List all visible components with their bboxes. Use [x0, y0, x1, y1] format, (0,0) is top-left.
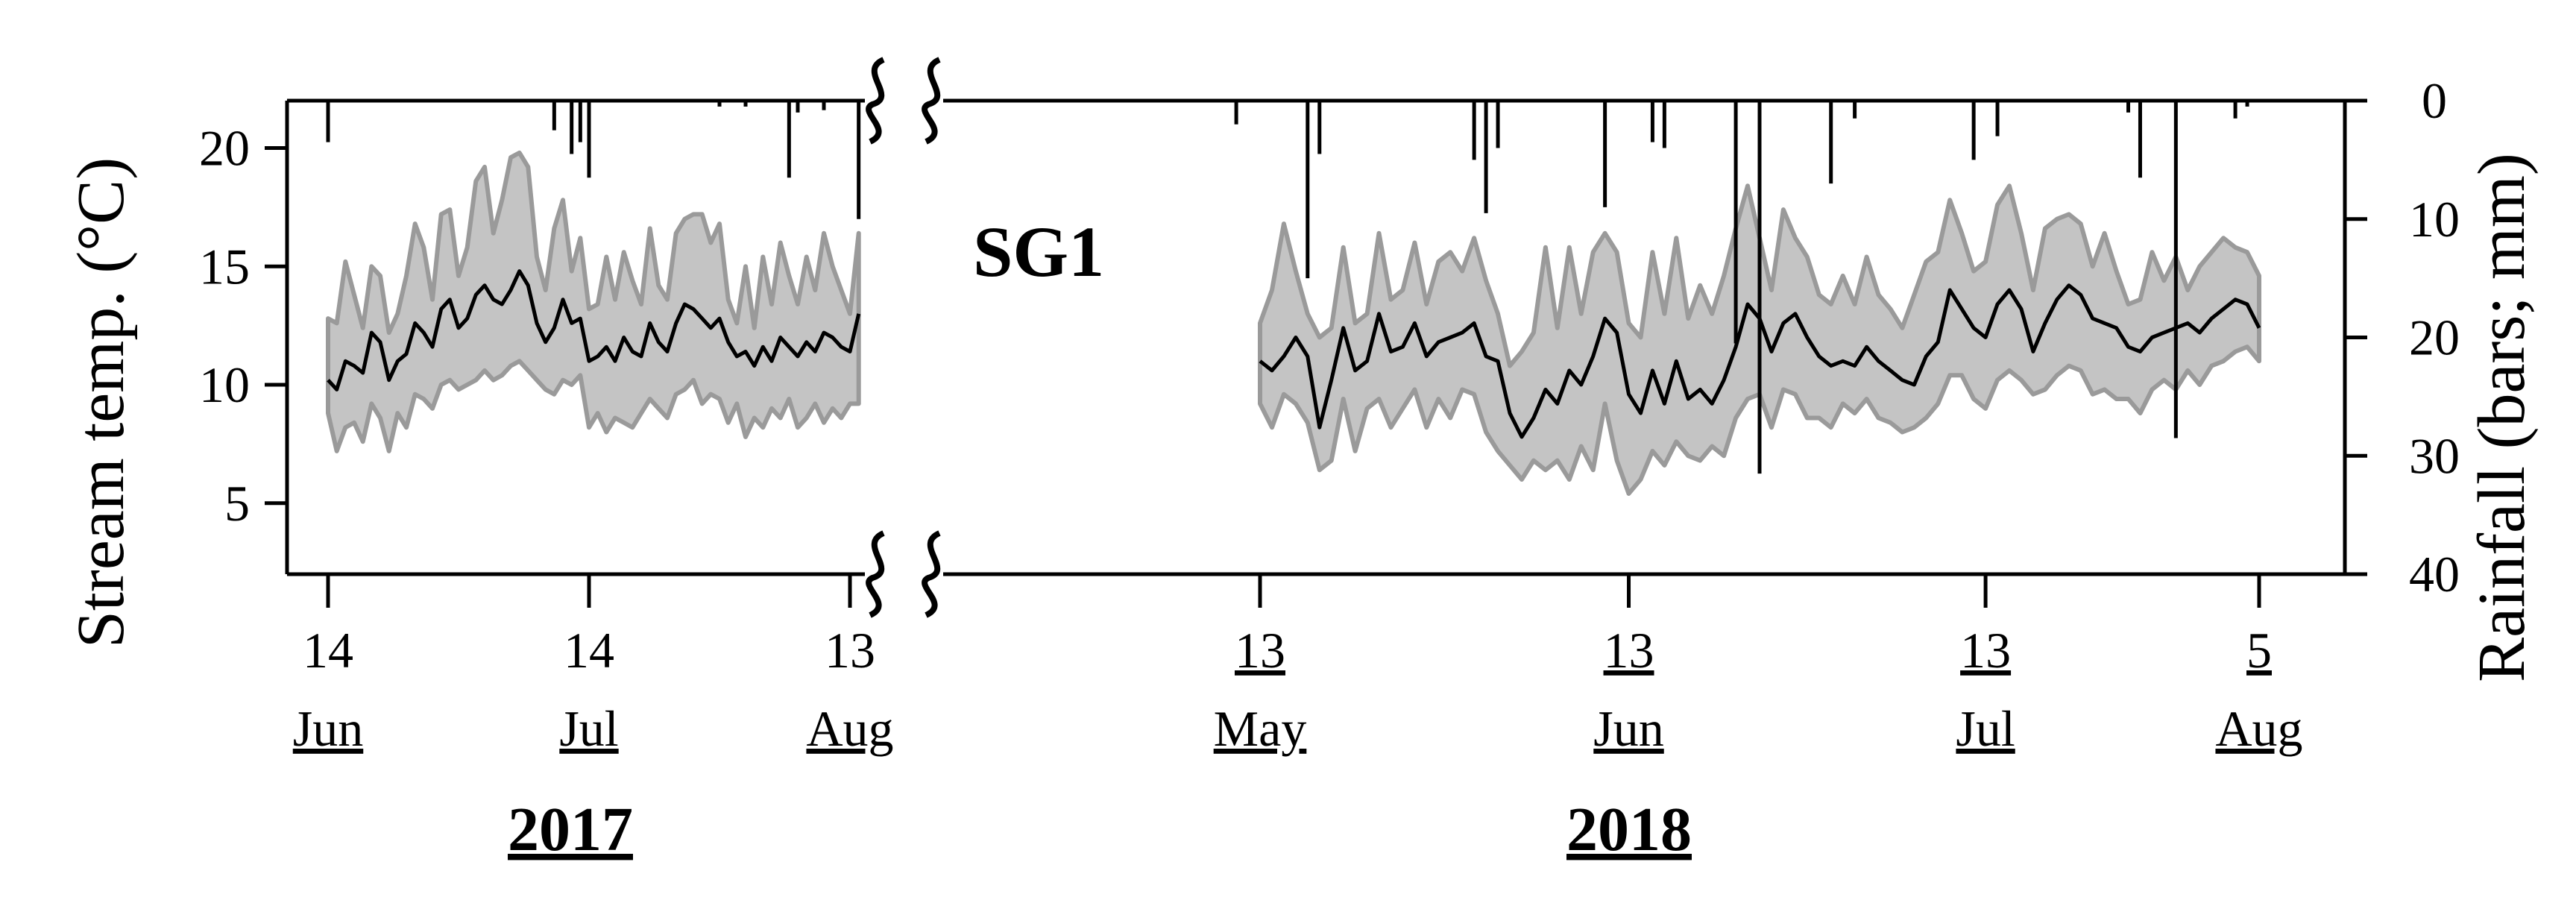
plot-area	[326, 101, 2261, 496]
y-left-tick-label: 20	[199, 120, 250, 177]
axis-break-mark	[922, 57, 941, 145]
x-tick-day-label: 5	[2246, 622, 2272, 679]
x-tick-month-label: Aug	[2215, 700, 2302, 757]
y-right-tick-label: 0	[2422, 72, 2447, 129]
x-tick-day-label: 14	[564, 622, 614, 679]
mean-temperature-line-2017	[327, 269, 861, 391]
x-tick-day-label: 13	[825, 622, 875, 679]
panel-label: SG1	[973, 212, 1104, 292]
x-tick-day-label: 13	[1235, 622, 1285, 679]
axis-break-mark	[922, 530, 941, 618]
y-axis-right-title: Rainfall (bars; mm)	[2465, 153, 2539, 682]
axes: 14 Jun 14 Jul 13 Aug 2017 13 May 13 Jun 13 Jul 5 Aug 20…	[199, 56, 2460, 864]
y-left-tick-label: 5	[224, 475, 250, 532]
year-label-2017: 2017	[508, 795, 633, 864]
temperature-range-band-2017	[326, 150, 861, 453]
y-left-tick-label: 10	[199, 356, 250, 413]
y-right-tick-label: 10	[2409, 191, 2460, 248]
y-right-tick-label: 20	[2409, 309, 2460, 366]
x-tick-month-label: Jun	[1593, 700, 1663, 757]
axis-break-gap	[876, 56, 932, 619]
x-tick-month-label: Jul	[559, 700, 618, 757]
axis-break-mark	[866, 530, 885, 618]
axis-break-mark	[866, 57, 885, 145]
x-tick-day-label: 13	[1960, 622, 2011, 679]
y-right-tick-label: 40	[2409, 546, 2460, 603]
x-tick-month-label: Jul	[1956, 700, 2015, 757]
y-left-tick-label: 15	[199, 238, 250, 295]
y-axis-left-title: Stream temp. (°C)	[64, 157, 138, 648]
x-tick-day-label: 14	[303, 622, 353, 679]
x-tick-month-label: Aug	[806, 700, 893, 757]
year-label-2018: 2018	[1566, 795, 1692, 864]
x-tick-day-label: 13	[1604, 622, 1654, 679]
x-tick-month-label: Jun	[293, 700, 363, 757]
x-tick-month-label: May	[1214, 700, 1307, 757]
y-right-tick-label: 30	[2409, 427, 2460, 484]
